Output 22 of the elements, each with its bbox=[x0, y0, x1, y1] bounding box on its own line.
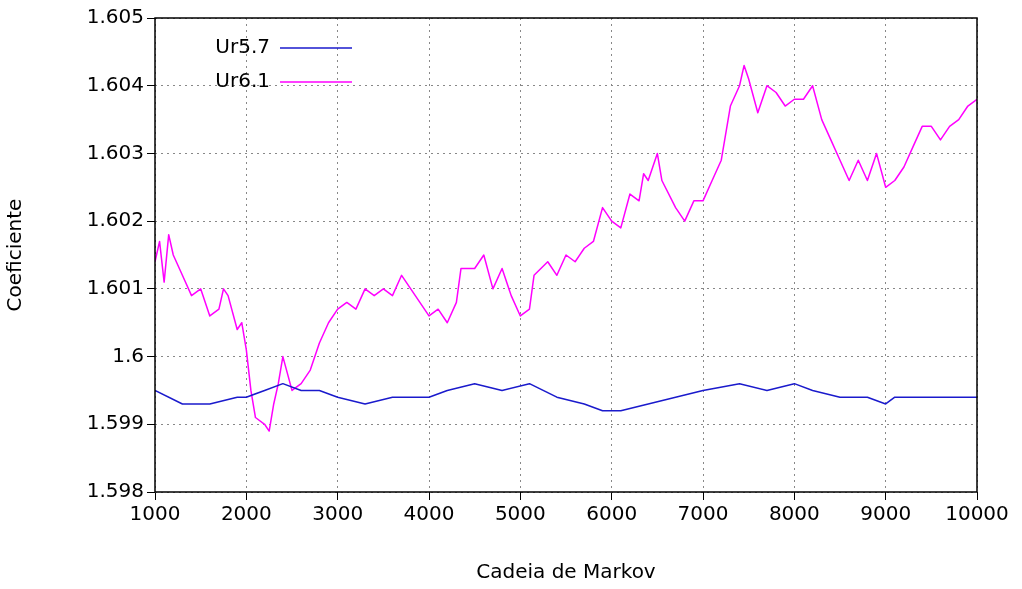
x-tick-label: 5000 bbox=[494, 501, 546, 526]
x-tick-label: 8000 bbox=[768, 501, 820, 526]
y-tick-label: 1.603 bbox=[86, 139, 144, 164]
x-tick-label: 3000 bbox=[312, 501, 364, 526]
x-tick-label: 6000 bbox=[586, 501, 638, 526]
y-tick-label: 1.602 bbox=[86, 207, 144, 232]
y-tick-label: 1.599 bbox=[86, 410, 144, 435]
y-axis-title: Coeficiente bbox=[2, 198, 27, 312]
x-tick-label: 7000 bbox=[677, 501, 729, 526]
y-tick-label: 1.605 bbox=[86, 4, 144, 29]
y-tick-label: 1.598 bbox=[86, 478, 144, 503]
legend-label: Ur6.1 bbox=[215, 68, 270, 93]
y-tick-label: 1.604 bbox=[86, 71, 144, 96]
y-tick-label: 1.6 bbox=[112, 342, 144, 367]
legend-label: Ur5.7 bbox=[215, 34, 270, 59]
x-tick-label: 10000 bbox=[945, 501, 1009, 526]
x-tick-label: 1000 bbox=[129, 501, 181, 526]
x-tick-label: 4000 bbox=[403, 501, 455, 526]
x-tick-label: 2000 bbox=[220, 501, 272, 526]
y-tick-label: 1.601 bbox=[86, 275, 144, 300]
x-axis-title: Cadeia de Markov bbox=[476, 559, 656, 584]
x-tick-label: 9000 bbox=[860, 501, 912, 526]
